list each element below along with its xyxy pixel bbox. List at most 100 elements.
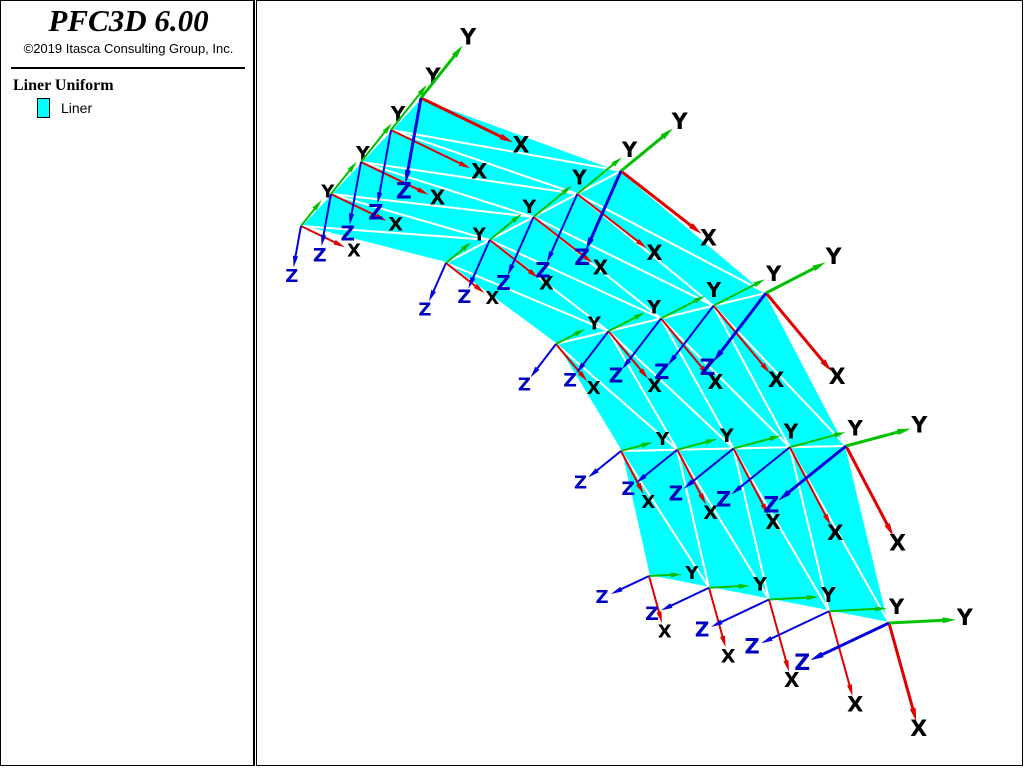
arrow-head — [705, 439, 718, 445]
axis-label: Y — [425, 64, 442, 88]
arrow-head — [778, 489, 791, 501]
axis-arrow — [712, 305, 767, 370]
axis-arrow — [587, 170, 623, 245]
axis-label: Z — [418, 300, 431, 321]
axis-arrow — [708, 587, 725, 642]
axis-label: Z — [313, 244, 327, 266]
arrow-head — [820, 359, 832, 372]
axis-label: X — [703, 502, 718, 524]
axis-arrow — [764, 292, 829, 367]
axis-label: Z — [341, 221, 356, 245]
axis-arrow — [716, 598, 770, 626]
arrow-head — [683, 479, 695, 489]
axis-arrow — [430, 262, 447, 297]
axis-arrow — [782, 444, 847, 498]
arrow-head — [636, 239, 647, 249]
arrow-head — [577, 371, 588, 382]
axis-label: Y — [646, 296, 661, 318]
arrow-head — [812, 262, 826, 272]
axis-label: X — [388, 214, 403, 236]
axis-arrow — [489, 239, 535, 276]
axis-arrow — [768, 599, 789, 667]
arrow-head — [806, 595, 819, 601]
arrow-head — [473, 283, 485, 293]
arrow-head — [769, 435, 782, 442]
axis-label: Y — [956, 606, 974, 631]
arrow-head — [760, 362, 770, 374]
axis-label: Z — [563, 370, 577, 392]
axis-arrow — [816, 621, 890, 659]
axis-label: Z — [285, 266, 298, 287]
axis-arrow — [579, 330, 610, 370]
axis-label: Y — [459, 25, 477, 50]
axis-label: Y — [521, 196, 536, 218]
axis-arrow — [330, 165, 354, 195]
axis-arrow — [532, 188, 568, 218]
axis-label: X — [347, 241, 361, 262]
axis-arrow — [576, 193, 643, 246]
arrow-head — [312, 200, 322, 211]
axis-arrow — [676, 439, 712, 451]
axis-arrow — [670, 305, 715, 362]
axis-arrow — [733, 436, 776, 450]
arrow-head — [810, 651, 824, 661]
legend-title: Liner Uniform — [13, 77, 114, 94]
axis-label: Z — [609, 364, 624, 388]
arrow-head — [698, 493, 706, 505]
axis-label: Z — [716, 488, 731, 512]
axis-label: Y — [765, 262, 782, 286]
axis-arrow — [419, 50, 460, 99]
copyright: ©2019 Itasca Consulting Group, Inc. — [23, 41, 234, 56]
arrow-head — [461, 242, 472, 252]
arrow-head — [753, 279, 765, 287]
arrow-head — [884, 523, 894, 537]
axis-arrow — [576, 160, 618, 195]
axis-arrow — [768, 596, 813, 601]
arrow-head — [713, 349, 724, 363]
axis-arrow — [648, 575, 662, 618]
axis-label: Y — [571, 166, 587, 190]
axis-label: Y — [472, 225, 487, 246]
arrow-head — [452, 45, 463, 58]
axis-arrow — [321, 193, 332, 241]
axis-arrow — [887, 622, 916, 715]
axis-label: X — [471, 160, 487, 184]
axis-label: Z — [700, 356, 716, 381]
axis-label: X — [539, 273, 554, 295]
arrow-head — [377, 192, 383, 204]
axis-arrow — [390, 129, 466, 167]
arrow-head — [731, 485, 742, 495]
axis-arrow — [360, 161, 424, 193]
axis-label: X — [768, 368, 784, 392]
axis-arrow — [293, 225, 302, 262]
axis-arrow — [469, 239, 491, 284]
arrow-head — [527, 268, 539, 279]
arrow-head — [641, 442, 653, 448]
arrow-head — [581, 254, 593, 264]
axis-label: Y — [719, 425, 734, 447]
arrow-head — [375, 213, 387, 221]
axis-label: Y — [888, 595, 905, 619]
axis-arrow — [489, 216, 518, 241]
axis-label: Y — [910, 413, 928, 438]
arrow-head — [546, 251, 554, 263]
axis-arrow — [765, 264, 821, 295]
axis-label: X — [910, 717, 927, 742]
arrow-head — [897, 428, 911, 435]
axis-arrow — [405, 97, 423, 177]
axis-arrow — [844, 445, 892, 531]
arrow-head — [689, 223, 702, 234]
axis-label: Z — [669, 481, 684, 505]
axis-arrow — [555, 343, 585, 378]
arrow-head — [636, 473, 647, 484]
axis-arrow — [620, 169, 697, 231]
arrow-head — [347, 161, 357, 173]
axis-arrow — [708, 584, 745, 589]
arrow-head — [417, 84, 427, 96]
axis-arrow — [377, 129, 392, 199]
arrow-head — [576, 362, 586, 374]
axis-arrow — [640, 448, 678, 481]
axis-label: X — [658, 622, 672, 643]
axis-arrow — [420, 96, 508, 141]
